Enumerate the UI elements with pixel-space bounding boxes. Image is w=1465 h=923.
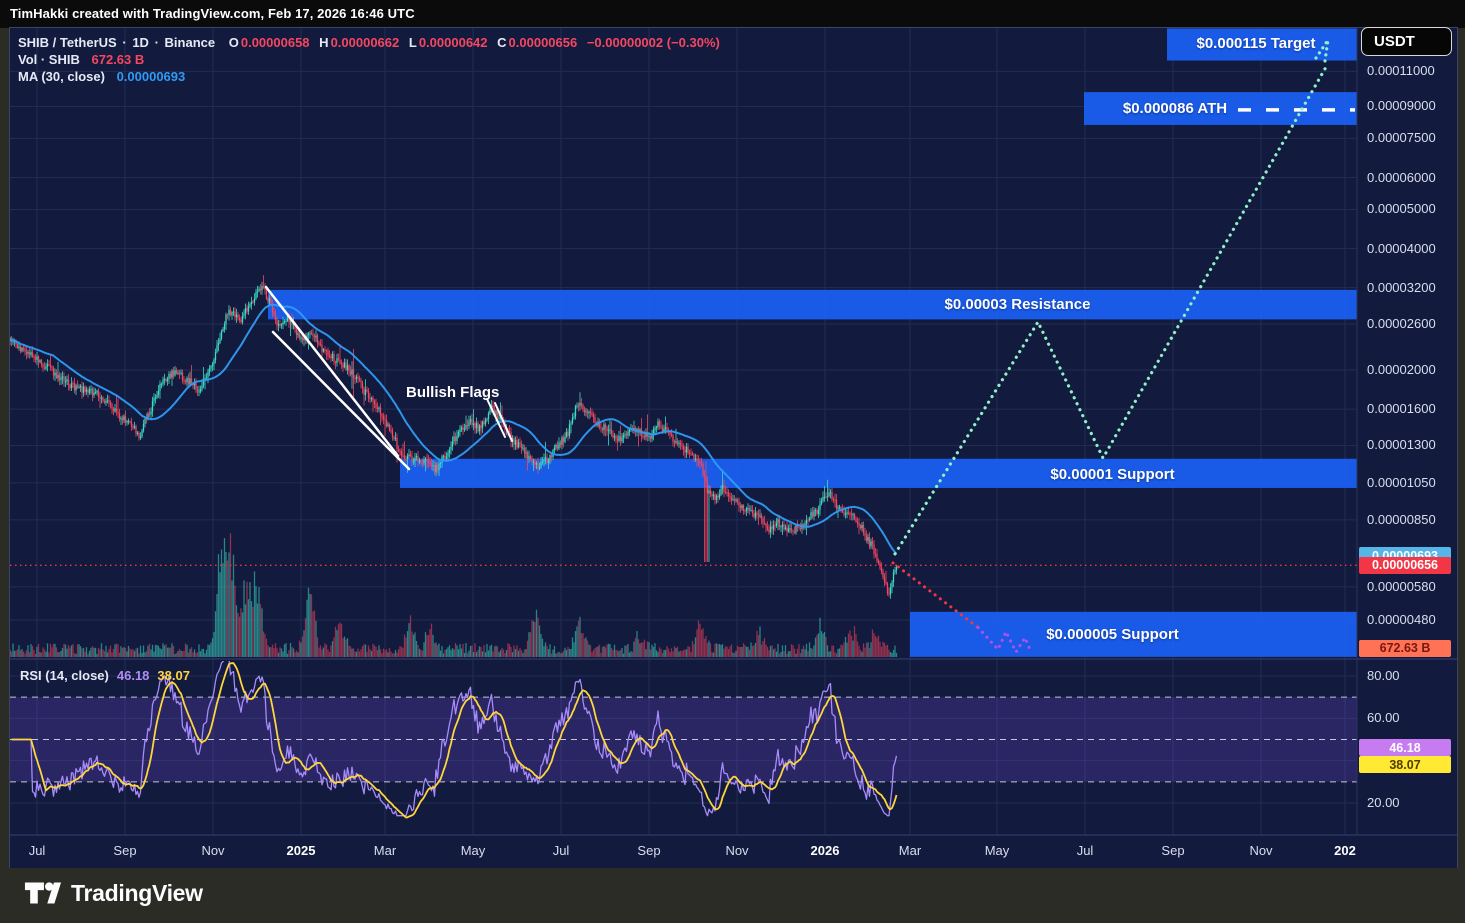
- attribution-bar: TimHakki created with TradingView.com, F…: [0, 0, 1465, 28]
- price-tick-label: 0.00000850: [1367, 511, 1436, 527]
- attribution-text: TimHakki created with TradingView.com, F…: [10, 6, 415, 21]
- bullish-flags-annotation[interactable]: Bullish Flags: [406, 384, 500, 401]
- tradingview-logo-icon: [24, 882, 62, 904]
- rsi-tick-label: 80.00: [1367, 668, 1400, 683]
- price-tick-label: 0.00004000: [1367, 240, 1436, 256]
- tradingview-logo-text: TradingView: [71, 879, 203, 906]
- chart-panel[interactable]: SHIB / TetherUS · 1D · Binance O 0.000006…: [9, 27, 1458, 869]
- price-tick-label: 0.00000580: [1367, 578, 1436, 594]
- time-tick-label: Jul: [28, 843, 46, 858]
- time-tick-label: Sep: [1161, 843, 1185, 858]
- time-tick-label: Jul: [552, 843, 570, 858]
- chart-canvas[interactable]: [10, 28, 1457, 868]
- currency-toggle-button[interactable]: USDT: [1361, 27, 1452, 56]
- time-tick-label: Jul: [1076, 843, 1094, 858]
- time-tick-label: May: [460, 843, 486, 858]
- support1-zone-label[interactable]: $0.00001 Support: [1050, 466, 1175, 483]
- footer-bar: TradingView: [0, 868, 1465, 923]
- price-tick-label: 0.00002000: [1367, 362, 1436, 377]
- time-tick-label: Sep: [113, 843, 137, 858]
- rsi-ma-value: 38.07: [157, 668, 190, 683]
- price-tick-label: 0.00009000: [1367, 98, 1436, 114]
- rsi-value: 46.18: [116, 668, 150, 683]
- price-tick-label: 0.00011000: [1367, 63, 1435, 79]
- zone-ath: [1084, 92, 1357, 125]
- ath-zone-label[interactable]: $0.000086 ATH: [1122, 100, 1228, 117]
- price-tick-label: 0.00003200: [1367, 279, 1436, 295]
- time-tick-label: Nov: [1249, 843, 1273, 858]
- rsi-tick-label: 60.00: [1367, 710, 1400, 726]
- rsi-tick-label: 20.00: [1367, 795, 1400, 810]
- price-tick-label: 0.00000480: [1367, 612, 1436, 628]
- zone-support2: [910, 611, 1357, 657]
- rsi-ma-badge: 38.07: [1359, 756, 1451, 774]
- target-zone-label[interactable]: $0.000115 Target: [1196, 35, 1316, 52]
- time-tick-label: May: [984, 843, 1010, 858]
- volume-badge: 672.63 B: [1359, 639, 1451, 657]
- rsi-legend: RSI (14, close) 46.18 38.07: [20, 668, 190, 683]
- zone-support1: [400, 458, 1357, 488]
- price-tick-label: 0.00007500: [1367, 130, 1436, 146]
- time-tick-label: 2025: [286, 843, 316, 858]
- time-tick-label: Nov: [725, 843, 749, 858]
- price-tick-label: 0.00005000: [1367, 201, 1436, 217]
- support2-zone-label[interactable]: $0.000005 Support: [1046, 626, 1179, 643]
- price-tick-label: 0.00006000: [1367, 169, 1436, 185]
- time-tick-label: Mar: [898, 843, 922, 858]
- time-tick-label: Sep: [637, 843, 661, 858]
- rsi-badge: 46.18: [1359, 739, 1451, 757]
- tradingview-logo[interactable]: TradingView: [24, 879, 203, 907]
- last-price-badge: 0.00000656: [1359, 556, 1451, 574]
- price-tick-label: 0.00001600: [1367, 401, 1436, 417]
- price-tick-label: 0.00001050: [1367, 474, 1436, 490]
- time-tick-label: Mar: [373, 843, 397, 858]
- time-tick-label: 2026: [810, 843, 840, 858]
- zone-resistance: [268, 289, 1357, 320]
- price-tick-label: 0.00002600: [1367, 316, 1436, 332]
- resistance-zone-label[interactable]: $0.00003 Resistance: [944, 296, 1091, 313]
- time-tick-label: 202: [1334, 843, 1356, 858]
- price-tick-label: 0.00001300: [1367, 437, 1436, 453]
- time-tick-label: Nov: [201, 843, 225, 858]
